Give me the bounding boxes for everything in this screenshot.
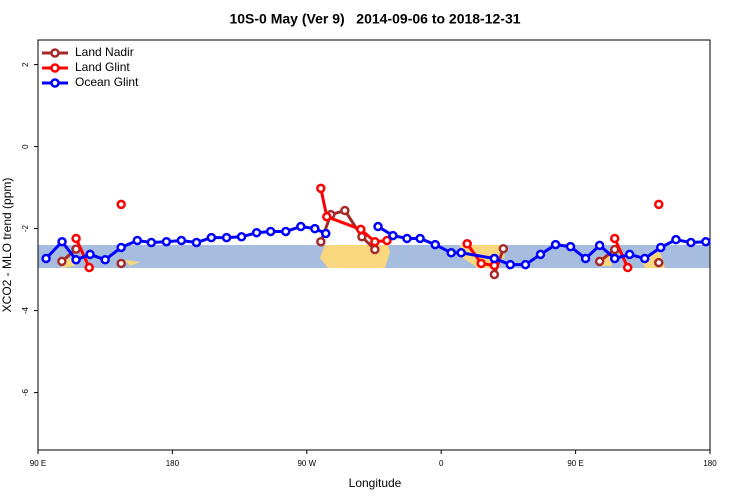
legend-marker — [50, 78, 60, 88]
point — [622, 262, 633, 273]
point — [85, 249, 95, 260]
point — [594, 240, 605, 251]
y-axis-label: XCO2 - MLO trend (ppm) — [0, 178, 14, 313]
point — [280, 226, 291, 237]
point — [146, 237, 157, 248]
point — [132, 235, 143, 246]
x-tick-label: 90 W — [297, 459, 316, 468]
x-tick-label: 90 E — [567, 459, 583, 468]
point — [609, 253, 620, 264]
point — [594, 256, 605, 267]
x-axis-label: Longitude — [349, 476, 402, 490]
point — [402, 233, 412, 244]
point — [609, 233, 620, 244]
point — [236, 232, 247, 242]
point — [41, 253, 51, 264]
point — [176, 235, 187, 246]
legend-marker — [50, 48, 60, 58]
point — [321, 228, 331, 239]
point — [639, 253, 650, 264]
point — [655, 242, 666, 253]
legend-label: Ocean Glint — [75, 75, 139, 89]
point — [161, 236, 172, 247]
x-tick-label: 180 — [166, 459, 180, 468]
point — [580, 253, 591, 264]
x-tick-label: 90 E — [30, 459, 46, 468]
point — [654, 257, 664, 268]
point — [609, 244, 620, 255]
point — [671, 234, 681, 245]
point — [388, 230, 398, 241]
point — [686, 237, 696, 248]
legend-marker — [50, 63, 60, 73]
point — [356, 224, 366, 235]
point — [446, 248, 456, 258]
y-tick-label: 0 — [21, 144, 30, 149]
point — [296, 221, 306, 232]
point — [498, 243, 509, 254]
legend-label: Land Glint — [75, 60, 130, 74]
chart-title: 10S-0 May (Ver 9) 2014-09-06 to 2018-12-… — [229, 11, 520, 27]
point — [71, 233, 81, 244]
point — [370, 236, 380, 247]
x-tick-label: 180 — [703, 459, 717, 468]
point — [206, 232, 217, 243]
y-tick-label: -6 — [21, 388, 30, 396]
point — [489, 253, 500, 264]
point — [71, 244, 81, 254]
point — [624, 249, 635, 260]
y-tick-label: -2 — [21, 224, 30, 232]
plot-frame — [37, 39, 711, 451]
legend-label: Land Nadir — [75, 45, 134, 59]
point — [57, 236, 67, 247]
point — [370, 244, 380, 255]
y-tick-label: 2 — [21, 62, 30, 67]
point — [84, 262, 94, 273]
y-tick-label: -4 — [21, 306, 30, 314]
point — [100, 255, 110, 265]
point — [310, 223, 320, 234]
point — [322, 211, 332, 222]
point — [550, 239, 561, 250]
point — [520, 259, 531, 270]
point — [116, 258, 126, 269]
point — [57, 256, 67, 267]
point — [505, 259, 516, 270]
point — [565, 241, 576, 252]
point — [430, 239, 440, 250]
point — [316, 236, 326, 247]
point — [476, 258, 486, 269]
point — [116, 199, 126, 210]
point — [116, 242, 126, 253]
point — [316, 183, 326, 194]
point — [251, 227, 262, 238]
point — [382, 235, 392, 246]
point — [191, 237, 202, 248]
point — [701, 236, 711, 247]
point — [462, 239, 472, 249]
point — [535, 249, 546, 260]
point — [265, 226, 276, 237]
point — [654, 199, 664, 210]
point — [221, 232, 232, 243]
x-tick-label: 0 — [439, 459, 444, 468]
point — [489, 269, 500, 280]
point — [456, 248, 466, 258]
point — [71, 255, 81, 265]
point — [373, 221, 383, 232]
point — [415, 233, 425, 244]
point — [340, 205, 350, 216]
